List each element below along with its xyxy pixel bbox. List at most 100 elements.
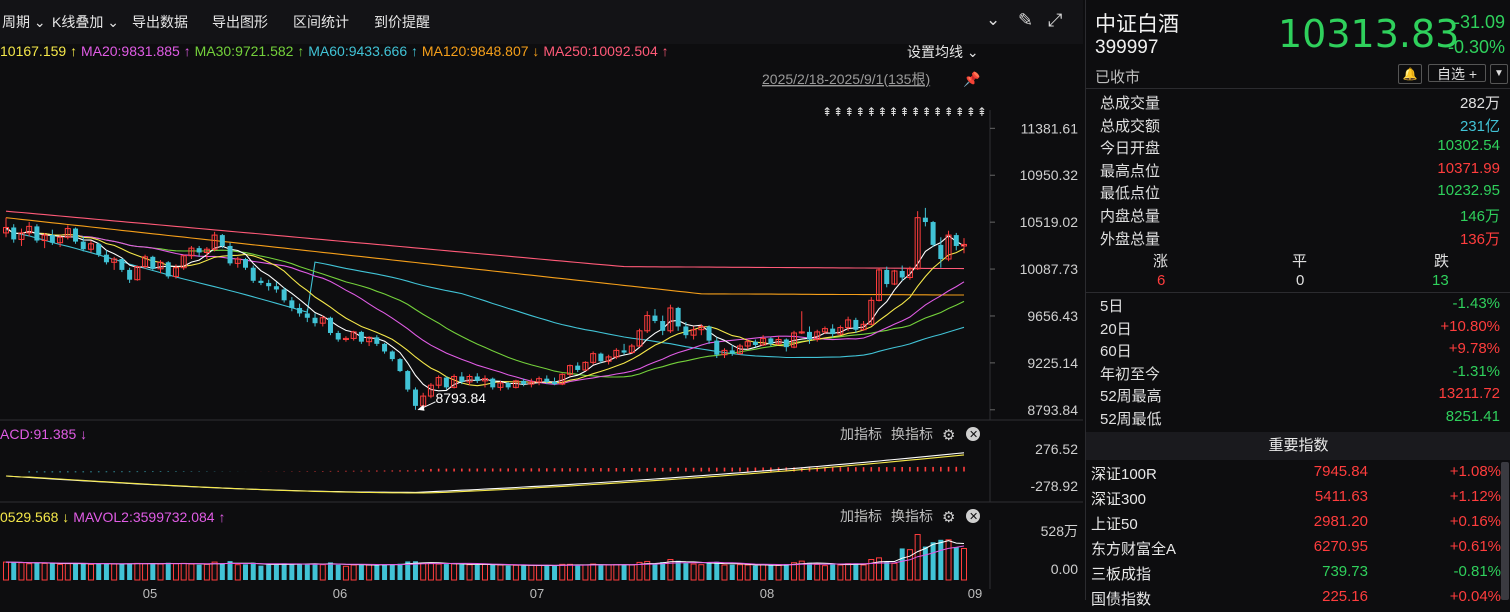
candle-body — [196, 248, 202, 253]
candle-body — [752, 341, 758, 345]
index-row[interactable]: 三板成指 739.73 -0.81% — [1091, 563, 1501, 587]
macd-add-indicator[interactable]: 加指标 — [840, 426, 882, 442]
macd-gear-icon[interactable]: ⚙ — [942, 427, 955, 444]
candle-body — [644, 315, 651, 332]
index-row[interactable]: 国债指数 225.16 +0.04% — [1091, 588, 1501, 612]
vol-add-indicator[interactable]: 加指标 — [840, 508, 882, 524]
candle-body — [312, 317, 318, 324]
add-watchlist-button[interactable]: 自选 + — [1428, 64, 1486, 82]
candle-body — [798, 331, 805, 334]
stat-row: 内盘总量 146万 — [1100, 205, 1500, 227]
price-tick-label: 9225.14 — [1027, 355, 1078, 371]
vol-gear-icon[interactable]: ⚙ — [942, 509, 955, 526]
candle-body — [474, 376, 480, 381]
range-stats-button[interactable]: 区间统计 — [293, 14, 349, 30]
macd-dea-line — [5, 454, 965, 494]
volume-bar — [34, 562, 40, 580]
volume-bar — [405, 561, 411, 580]
candle-body — [374, 337, 380, 344]
volume-bar — [397, 563, 403, 580]
index-row-change: -0.81% — [1453, 563, 1501, 580]
volume-bar — [382, 564, 388, 580]
volume-bar — [521, 565, 527, 580]
period-label: 年初至今 — [1100, 365, 1161, 383]
candle-body — [427, 384, 434, 397]
candle-body — [412, 389, 418, 406]
volume-bar — [830, 564, 836, 580]
index-row[interactable]: 深证300 5411.63 +1.12% — [1091, 488, 1501, 512]
candle-body — [945, 234, 952, 260]
candle-body — [358, 331, 364, 342]
index-row-price: 739.73 — [1322, 563, 1368, 580]
stat-value: 146万 — [1459, 208, 1500, 225]
candle-body — [497, 382, 504, 388]
candle-body — [119, 259, 125, 270]
index-row[interactable]: 上证50 2981.20 +0.16% — [1091, 513, 1501, 537]
candle-body — [683, 326, 689, 336]
up-arrows-marker: ⇞⇞⇞⇞⇞⇞⇞⇞⇞⇞⇞⇞⇞⇞⇞ — [822, 105, 988, 119]
volume-bar — [621, 564, 627, 580]
volume-bar — [73, 563, 79, 580]
candle-body — [243, 259, 248, 268]
period-row: 年初至今 -1.31% — [1100, 363, 1500, 385]
period-row: 5日 -1.43% — [1100, 295, 1500, 317]
volume-bar — [297, 564, 303, 580]
chevron-circle-icon[interactable]: ⌄ — [986, 10, 1001, 29]
svg-text:ACD:91.385 ↓: ACD:91.385 ↓ — [0, 426, 87, 442]
index-row[interactable]: 东方财富全A 6270.95 +0.61% — [1091, 538, 1501, 562]
vol-label-left: 0529.568 — [0, 509, 59, 525]
period-menu[interactable]: 周期 ⌄ — [2, 14, 46, 30]
export-graphic-button[interactable]: 导出图形 — [212, 14, 268, 30]
kline-chart[interactable]: 10167.159 ↑ MA20:9831.885 ↑ MA30:9721.58… — [0, 44, 1083, 600]
stat-value: 231亿 — [1459, 117, 1500, 135]
indices-scrollbar[interactable] — [1501, 462, 1509, 600]
alert-bell-icon[interactable]: 🔔 — [1398, 64, 1422, 84]
candle-body — [482, 378, 488, 382]
volume-bar — [575, 565, 581, 580]
volume-bar — [389, 564, 395, 580]
export-data-button[interactable]: 导出数据 — [132, 14, 188, 30]
vol-switch-indicator[interactable]: 换指标 — [891, 508, 933, 524]
date-label: 06 — [333, 586, 347, 600]
volume-bar — [505, 565, 511, 580]
price-alert-button[interactable]: 到价提醒 — [374, 14, 430, 30]
candle-body — [706, 326, 712, 341]
candle-body — [953, 235, 959, 246]
candle-body — [41, 234, 48, 242]
volume-bar — [443, 564, 449, 580]
candle-body — [930, 222, 936, 245]
pin-icon[interactable]: 📌 — [963, 70, 981, 88]
fullscreen-icon[interactable]: ⤢ — [1048, 10, 1063, 30]
volume-bar — [806, 562, 812, 580]
volume-bar — [938, 539, 944, 580]
breadth-down-label: 跌 — [1434, 253, 1450, 270]
candle-body — [860, 323, 867, 331]
kline-overlay-menu[interactable]: K线叠加 ⌄ — [52, 14, 119, 30]
date-label: 07 — [530, 586, 544, 600]
candle-body — [127, 269, 133, 280]
more-dropdown-icon[interactable]: ▼ — [1490, 64, 1508, 84]
mavol2-label: MAVOL2:3599732.084 — [73, 509, 215, 525]
volume-bar — [150, 563, 156, 580]
brush-icon[interactable]: ✎ — [1018, 10, 1034, 30]
chart-toolbar: 周期 ⌄ K线叠加 ⌄ 导出数据 导出图形 区间统计 到价提醒 ⌄ ✎ ⤢ — [0, 0, 1083, 44]
ma20-line — [5, 227, 965, 385]
index-row[interactable]: 深证100R 7945.84 +1.08% — [1091, 463, 1501, 487]
macd-switch-indicator[interactable]: 换指标 — [891, 426, 933, 442]
vol-close-icon[interactable] — [966, 509, 980, 523]
stat-row: 总成交额 231亿 — [1100, 115, 1500, 137]
macd-close-icon[interactable] — [966, 427, 980, 441]
candle-body — [582, 361, 589, 371]
index-row-name: 深证100R — [1091, 466, 1157, 483]
candle-body — [544, 378, 550, 382]
candle-body — [760, 337, 767, 346]
volume-bar — [289, 563, 295, 580]
volume-bar — [196, 564, 202, 580]
ma120-legend: MA120:9848.807 — [422, 44, 529, 59]
period-value: +9.78% — [1448, 340, 1500, 358]
stat-label: 内盘总量 — [1100, 208, 1161, 225]
candle-body — [783, 339, 789, 348]
candle-body — [18, 232, 25, 240]
breadth-up-count: 6 — [1157, 272, 1166, 289]
ma-settings-button[interactable]: 设置均线 ⌄ — [907, 44, 979, 60]
